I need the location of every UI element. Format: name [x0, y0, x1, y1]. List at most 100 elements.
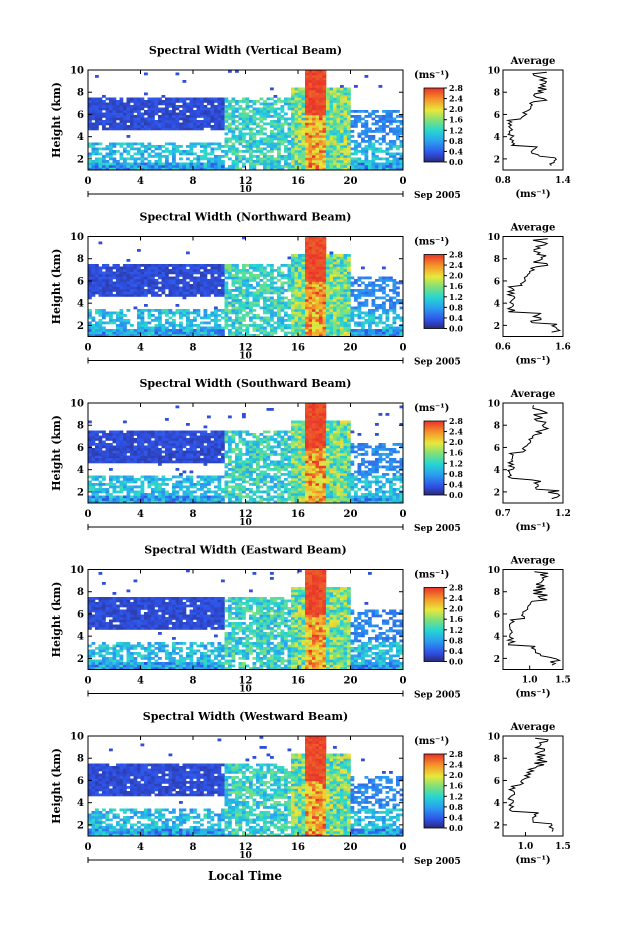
heatmap-cell: [189, 105, 194, 108]
heatmap-cell: [144, 445, 148, 449]
heatmap-cell: [312, 82, 316, 86]
heatmap-cell: [203, 326, 208, 330]
heatmap-cell: [182, 331, 187, 335]
heatmap-cell: [95, 453, 99, 456]
heatmap-cell: [235, 294, 239, 297]
heatmap-cell: [322, 321, 327, 325]
heatmap-cell: [277, 130, 281, 133]
heatmap-cell: [364, 160, 369, 163]
heatmap-cell: [291, 137, 295, 141]
heatmap-cell: [95, 448, 99, 451]
heatmap-cell: [336, 162, 341, 166]
heatmap-cell: [340, 326, 344, 330]
heatmap-cell: [252, 140, 257, 143]
heatmap-cell: [168, 117, 173, 121]
heatmap-cell: [144, 321, 148, 325]
heatmap-cell: [161, 329, 166, 332]
heatmap-cell: [109, 475, 113, 479]
heatmap-cell: [200, 284, 204, 287]
heatmap-cell: [214, 286, 218, 290]
heatmap-cell: [119, 483, 124, 486]
heatmap-cell: [126, 259, 131, 262]
heatmap-cell: [322, 85, 327, 88]
heatmap-cell: [133, 152, 138, 156]
heatmap-cell: [329, 145, 334, 148]
heatmap-cell: [301, 112, 306, 116]
heatmap-cell: [179, 294, 183, 297]
heatmap-cell: [207, 120, 211, 123]
heatmap-cell: [217, 145, 222, 148]
heatmap-cell: [382, 150, 386, 153]
heatmap-cell: [228, 127, 232, 131]
heatmap-cell: [249, 130, 253, 133]
heatmap-cell: [364, 329, 369, 332]
heatmap-cell: [336, 311, 341, 315]
heatmap-cell: [91, 430, 96, 434]
heatmap-cell: [333, 87, 337, 91]
heatmap-cell: [256, 130, 260, 133]
heatmap-cell: [151, 264, 155, 267]
heatmap-cell: [259, 130, 264, 133]
heatmap-cell: [385, 132, 390, 136]
heatmap-cell: [245, 284, 250, 287]
heatmap-cell: [368, 167, 372, 171]
heatmap-cell: [322, 311, 327, 315]
heatmap-cell: [95, 112, 99, 116]
heatmap-cell: [91, 162, 96, 166]
heatmap-cell: [347, 286, 351, 290]
heatmap-cell: [217, 155, 222, 158]
heatmap-cell: [312, 329, 316, 332]
heatmap-cell: [151, 334, 155, 337]
heatmap-cell: [161, 483, 166, 486]
heatmap-cell: [399, 331, 404, 335]
heatmap-cell: [224, 301, 229, 305]
colorbar-unit: (ms⁻¹): [414, 237, 449, 248]
heatmap-cell: [326, 291, 330, 295]
heatmap-cell: [235, 102, 239, 106]
heatmap-cell: [305, 87, 309, 91]
heatmap-cell: [161, 279, 166, 282]
heatmap-cell: [301, 115, 306, 118]
heatmap-cell: [235, 160, 239, 163]
heatmap-cell: [189, 269, 194, 272]
heatmap-cell: [168, 102, 173, 106]
heatmap-cell: [147, 309, 152, 312]
heatmap-cell: [193, 448, 197, 451]
heatmap-cell: [336, 259, 341, 262]
heatmap-cell: [137, 274, 141, 277]
heatmap-cell: [88, 97, 92, 101]
heatmap-cell: [137, 122, 141, 126]
heatmap-cell: [298, 331, 302, 335]
heatmap-cell: [301, 145, 306, 148]
heatmap-cell: [228, 147, 232, 151]
heatmap-cell: [207, 152, 211, 156]
heatmap-cell: [224, 112, 229, 116]
heatmap-cell: [277, 162, 281, 166]
heatmap-cell: [151, 100, 155, 103]
heatmap-cell: [305, 135, 309, 138]
heatmap-cell: [305, 80, 309, 83]
heatmap-cell: [319, 274, 323, 277]
heatmap-cell: [182, 326, 187, 330]
heatmap-cell: [385, 115, 390, 118]
heatmap-cell: [140, 125, 145, 128]
heatmap-cell: [88, 443, 92, 446]
heatmap-cell: [151, 281, 155, 285]
heatmap-cell: [98, 445, 103, 449]
heatmap-cell: [130, 269, 134, 272]
heatmap-cell: [336, 147, 341, 151]
heatmap-cell: [280, 264, 285, 267]
heatmap-cell: [329, 324, 334, 327]
heatmap-cell: [291, 271, 295, 275]
heatmap-cell: [203, 289, 208, 292]
heatmap-cell: [189, 291, 194, 295]
heatmap-cell: [357, 294, 362, 297]
heatmap-cell: [123, 284, 127, 287]
heatmap-cell: [242, 289, 246, 292]
heatmap-cell: [305, 160, 309, 163]
heatmap-cell: [182, 271, 187, 275]
heatmap-cell: [382, 289, 386, 292]
heatmap-cell: [228, 334, 232, 337]
heatmap-cell: [102, 433, 106, 436]
heatmap-cell: [161, 276, 166, 280]
